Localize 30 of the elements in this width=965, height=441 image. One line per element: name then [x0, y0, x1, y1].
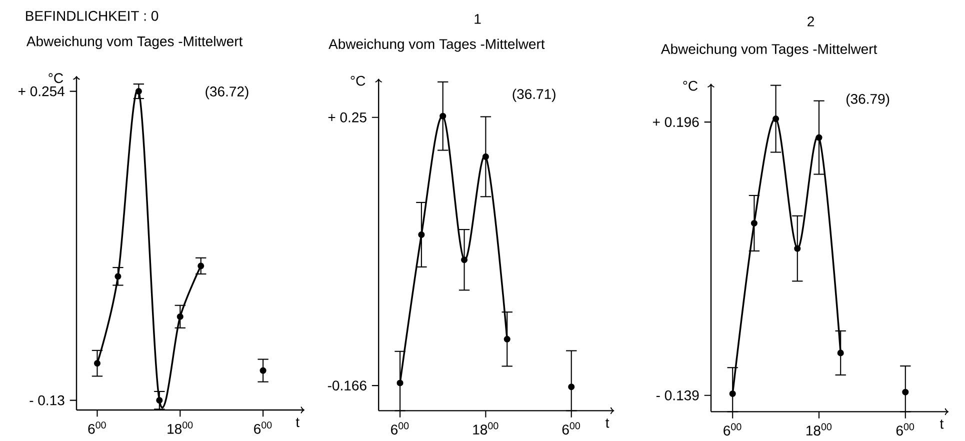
y-tick-label: -0.166	[328, 380, 366, 391]
y-tick-label: + 0.25	[328, 112, 366, 122]
y-axis-title: Abweichung vom Tages -Mittelwert	[26, 36, 243, 50]
x-axis-title: t	[606, 418, 610, 428]
x-tick-label: 18$^{00}$	[806, 423, 832, 436]
annotation: (36.79)	[846, 94, 890, 107]
x-tick-label: 6$^{00}$	[562, 422, 580, 435]
y-tick-label: - 0.139	[656, 390, 699, 400]
x-tick-label: 18$^{00}$	[473, 422, 498, 435]
annotation: (36.71)	[512, 88, 556, 102]
x-tick-label: 6$^{00}$	[88, 422, 106, 434]
y-tick-label: + 0.254	[18, 86, 64, 96]
x-tick-label: 18$^{00}$	[168, 422, 193, 434]
x-axis-title: t	[940, 420, 944, 429]
annotation: (36.72)	[206, 86, 248, 100]
x-tick-label: 6$^{00}$	[254, 422, 272, 434]
y-tick-label: - 0.13	[30, 395, 64, 406]
chart-title: 1	[474, 14, 481, 24]
x-tick-label: 6$^{00}$	[896, 423, 914, 436]
x-tick-label: 6$^{00}$	[724, 423, 742, 436]
y-axis-title: Abweichung vom Tages -Mittelwert	[328, 38, 545, 52]
chart-title: BEFINDLICHKEIT : 0	[26, 10, 158, 21]
y-axis-title: Abweichung vom Tages -Mittelwert	[660, 44, 878, 57]
text: °C	[48, 73, 64, 84]
chart-title: 2	[808, 16, 814, 26]
x-axis-title: t	[296, 418, 300, 428]
y-tick-label: + 0.196	[652, 117, 699, 128]
x-tick-label: 6$^{00}$	[391, 422, 409, 435]
text: °C	[683, 80, 698, 91]
text: °C	[350, 76, 366, 86]
